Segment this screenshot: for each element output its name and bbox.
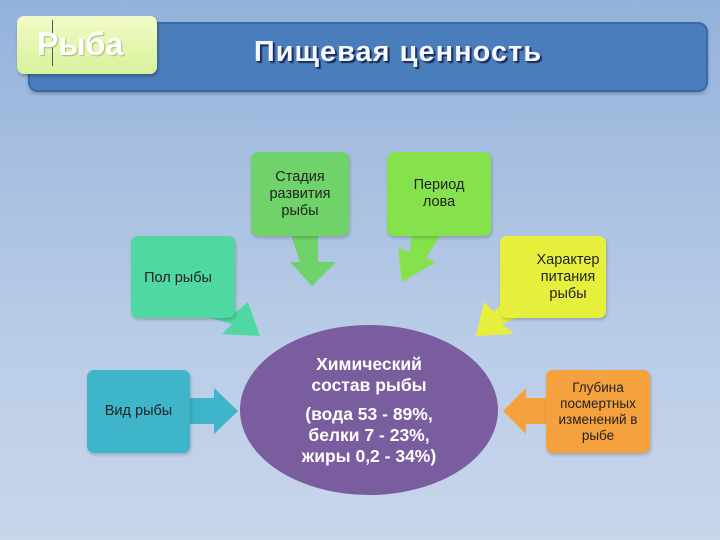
- factor-depth: Глубина посмертных изменений в рыбе: [546, 370, 650, 453]
- topic-tag: Рыба: [17, 16, 157, 74]
- center-line: (вода 53 - 89%,: [305, 403, 433, 424]
- factor-diet: Характер питания рыбы: [500, 236, 606, 318]
- center-line: белки 7 - 23%,: [308, 424, 430, 445]
- factor-species: Вид рыбы: [87, 370, 190, 453]
- factor-label: Глубина посмертных изменений в рыбе: [558, 379, 638, 443]
- arrow-period: [398, 232, 440, 282]
- factor-label: Вид рыбы: [104, 403, 173, 419]
- center-line: Химический: [316, 353, 422, 374]
- slide-title: Пищевая ценность: [253, 36, 543, 68]
- arrow-stage: [290, 232, 336, 286]
- center-line: жиры 0,2 - 34%): [301, 445, 437, 466]
- divider: [52, 20, 53, 66]
- center-line: состав рыбы: [311, 374, 427, 395]
- factor-label: Стадия развития рыбы: [269, 168, 331, 219]
- chemical-composition: Химический состав рыбы (вода 53 - 89%, б…: [240, 325, 498, 495]
- arrow-species: [188, 388, 238, 434]
- factor-label: Характер питания рыбы: [536, 251, 600, 302]
- factor-label: Период лова: [413, 177, 465, 210]
- factor-label: Пол рыбы: [144, 270, 212, 286]
- factor-period: Период лова: [387, 152, 491, 236]
- arrow-depth: [503, 388, 548, 434]
- factor-sex: Пол рыбы: [131, 236, 235, 318]
- topic-label: Рыба: [37, 26, 124, 62]
- factor-stage: Стадия развития рыбы: [251, 152, 349, 236]
